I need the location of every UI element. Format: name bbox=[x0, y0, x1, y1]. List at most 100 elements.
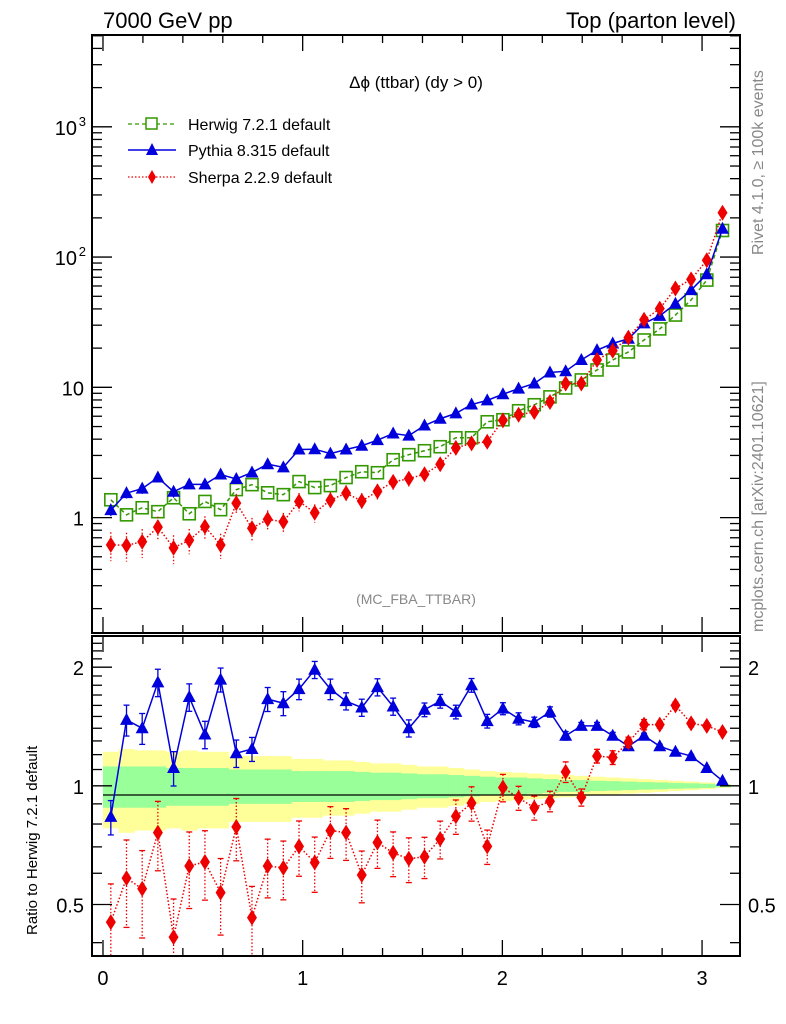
data-point-herwig bbox=[213, 502, 228, 517]
uncertainty-band-inner bbox=[150, 766, 167, 808]
data-point-pythia bbox=[151, 470, 165, 483]
ratio-point-sherpa bbox=[121, 870, 132, 887]
uncertainty-band-inner bbox=[557, 779, 574, 792]
uncertainty-band-inner bbox=[683, 783, 700, 789]
data-point-sherpa bbox=[246, 520, 257, 537]
ratio-point-sherpa bbox=[309, 854, 320, 871]
data-point-sherpa bbox=[482, 433, 493, 450]
data-point-pythia bbox=[292, 442, 306, 455]
ratio-point-pythia bbox=[559, 728, 573, 741]
y-tick-label: 1 bbox=[73, 509, 84, 531]
data-point-sherpa bbox=[388, 473, 399, 490]
data-point-pythia bbox=[700, 267, 714, 280]
uncertainty-band-inner bbox=[432, 774, 449, 799]
data-point-herwig bbox=[668, 308, 683, 322]
data-point-sherpa bbox=[168, 539, 179, 556]
ratio-point-sherpa bbox=[435, 830, 446, 847]
ratio-point-sherpa bbox=[294, 838, 305, 855]
data-point-pythia bbox=[668, 296, 682, 309]
uncertainty-band-inner bbox=[353, 771, 371, 802]
ratio-point-sherpa bbox=[654, 716, 665, 733]
data-point-herwig bbox=[119, 508, 134, 522]
ratio-point-sherpa bbox=[576, 789, 587, 806]
data-point-sherpa bbox=[544, 393, 555, 410]
data-point-sherpa bbox=[513, 406, 524, 423]
ratio-point-pythia bbox=[527, 715, 541, 728]
x-tick-label: 2 bbox=[497, 968, 508, 990]
data-point-sherpa bbox=[717, 204, 728, 221]
data-point-pythia bbox=[402, 428, 416, 441]
ratio-point-pythia bbox=[104, 809, 118, 822]
data-point-pythia bbox=[308, 442, 322, 455]
ratio-point-pythia bbox=[339, 694, 353, 707]
uncertainty-band-inner bbox=[134, 766, 151, 808]
uncertainty-band-inner bbox=[636, 782, 653, 790]
ratio-point-pythia bbox=[637, 728, 651, 741]
ratio-point-sherpa bbox=[231, 818, 242, 835]
data-point-pythia bbox=[135, 481, 149, 494]
data-point-sherpa bbox=[341, 485, 352, 502]
y-tick-label-exponent: 3 bbox=[79, 114, 86, 129]
data-point-sherpa bbox=[325, 492, 336, 509]
data-point-pythia bbox=[527, 376, 541, 389]
data-point-sherpa bbox=[356, 493, 367, 510]
data-point-pythia bbox=[590, 343, 604, 356]
data-point-herwig bbox=[151, 504, 165, 519]
data-point-herwig bbox=[245, 477, 259, 492]
watermark: (MC_FBA_TTBAR) bbox=[356, 591, 476, 607]
ratio-point-pythia bbox=[465, 678, 479, 691]
data-point-pythia bbox=[574, 353, 588, 366]
header-left: 7000 GeV pp bbox=[103, 8, 233, 33]
uncertainty-band-inner bbox=[589, 780, 606, 792]
data-point-sherpa bbox=[450, 439, 461, 456]
legend-item-herwig: Herwig 7.2.1 default bbox=[128, 117, 331, 134]
ratio-line-pythia bbox=[110, 668, 723, 818]
uncertainty-band-inner bbox=[651, 782, 669, 790]
legend-label-pythia: Pythia 8.315 default bbox=[188, 143, 330, 160]
ratio-point-pythia bbox=[386, 699, 400, 712]
ratio-point-pythia bbox=[120, 712, 134, 725]
ratio-y-tick-label-left: 2 bbox=[73, 658, 84, 680]
uncertainty-band-inner bbox=[463, 775, 480, 797]
ratio-point-pythia bbox=[167, 760, 181, 773]
ratio-point-pythia bbox=[198, 727, 212, 740]
x-tick-label: 3 bbox=[696, 968, 707, 990]
rivet-label: Rivet 4.1.0, ≥ 100k events bbox=[750, 70, 767, 255]
uncertainty-band-inner bbox=[259, 769, 277, 804]
ratio-point-sherpa bbox=[686, 715, 697, 732]
series-line-pythia bbox=[110, 228, 724, 511]
data-point-sherpa bbox=[121, 537, 132, 554]
ratio-point-sherpa bbox=[560, 763, 571, 780]
data-point-herwig bbox=[292, 474, 306, 489]
y-tick-label: 10 bbox=[55, 118, 77, 140]
data-point-herwig bbox=[480, 414, 495, 429]
ratio-point-sherpa bbox=[341, 824, 352, 841]
uncertainty-band-inner bbox=[244, 769, 261, 804]
ratio-point-sherpa bbox=[466, 795, 477, 812]
data-point-sherpa bbox=[435, 456, 446, 473]
data-point-herwig bbox=[260, 485, 275, 500]
data-point-sherpa bbox=[654, 300, 665, 317]
data-point-sherpa bbox=[309, 504, 320, 521]
data-point-herwig bbox=[637, 333, 651, 347]
ratio-point-pythia bbox=[245, 742, 259, 755]
data-point-pythia bbox=[339, 442, 353, 455]
data-point-sherpa bbox=[592, 352, 603, 369]
data-point-pythia bbox=[245, 465, 259, 478]
data-point-sherpa bbox=[560, 375, 571, 392]
ratio-point-sherpa bbox=[513, 789, 524, 806]
data-point-sherpa bbox=[184, 532, 195, 549]
uncertainty-band-inner bbox=[322, 771, 339, 802]
data-point-herwig bbox=[652, 322, 667, 336]
ratio-point-sherpa bbox=[152, 824, 163, 841]
data-point-sherpa bbox=[686, 271, 697, 288]
data-point-pythia bbox=[182, 477, 196, 490]
data-point-pythia bbox=[120, 486, 134, 499]
data-point-pythia bbox=[480, 393, 494, 406]
ratio-point-pythia bbox=[449, 704, 463, 717]
ratio-point-pythia bbox=[370, 680, 384, 693]
ratio-point-pythia bbox=[355, 700, 369, 713]
y-tick-label: 10 bbox=[62, 378, 84, 400]
uncertainty-band-inner bbox=[416, 774, 433, 799]
